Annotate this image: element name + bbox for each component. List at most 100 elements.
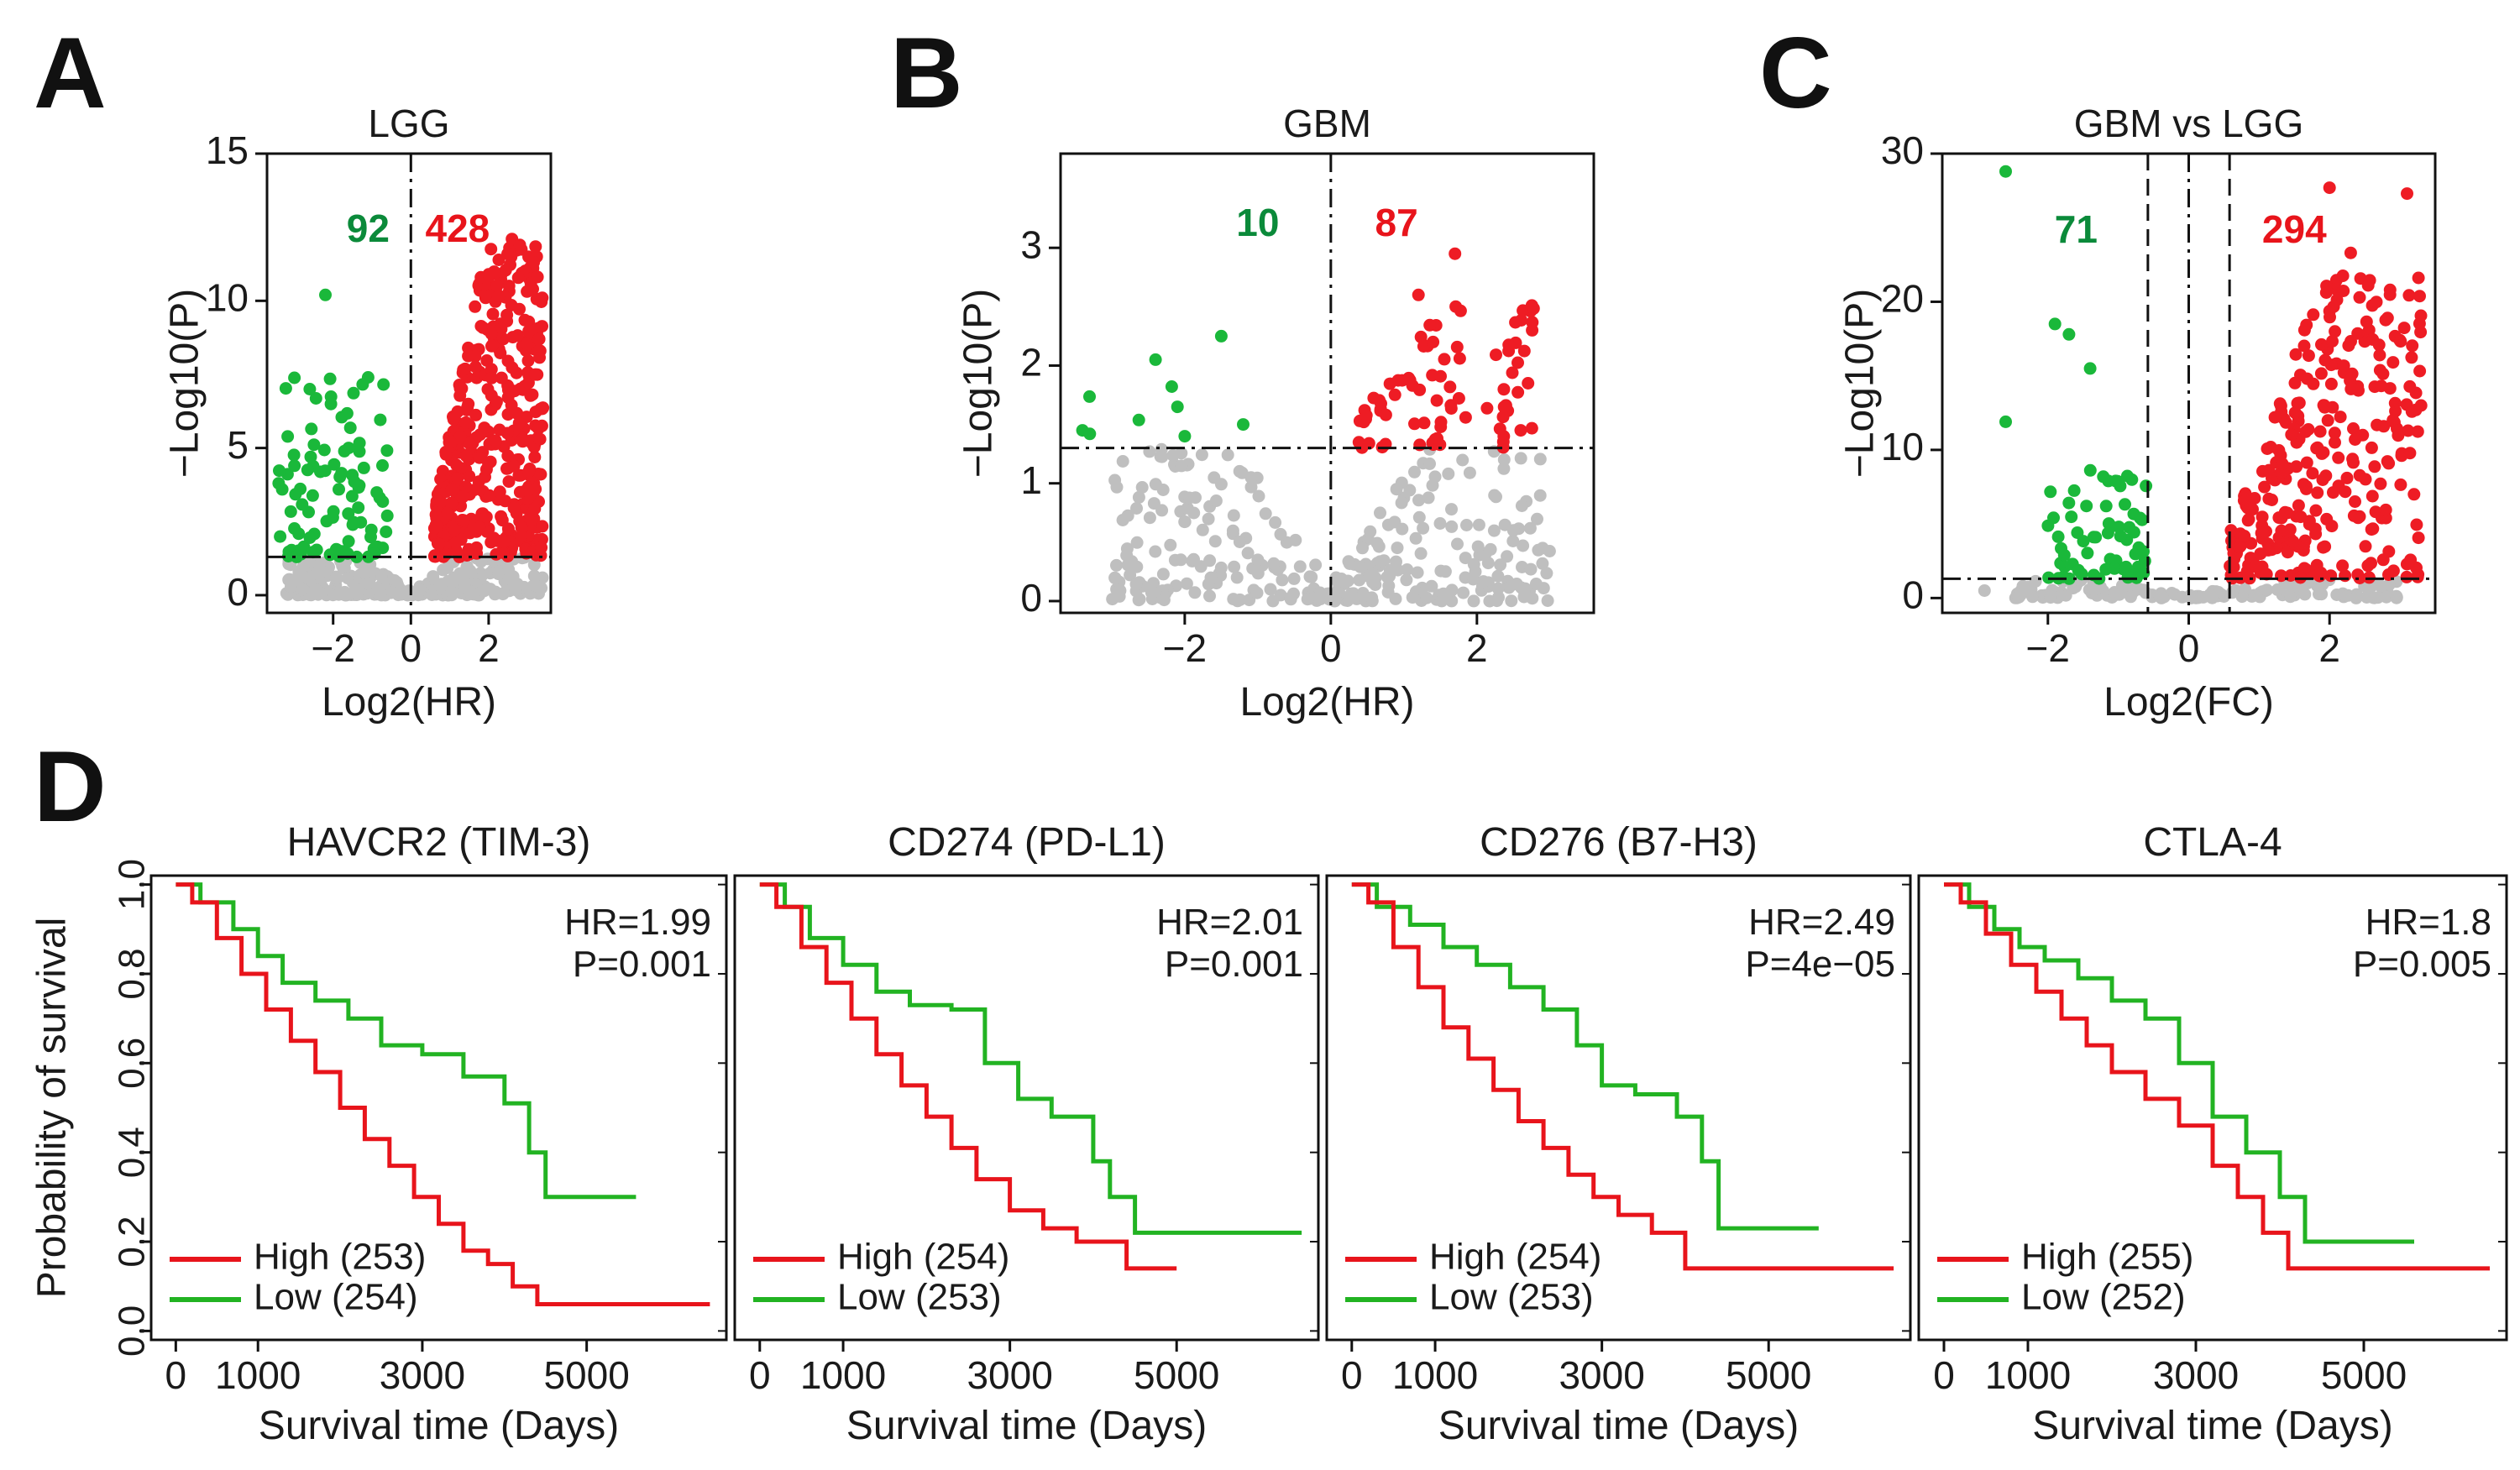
ns-point xyxy=(502,563,516,576)
up-point xyxy=(526,388,539,401)
up-point xyxy=(459,449,473,463)
up-point xyxy=(428,549,442,562)
ns-point xyxy=(1274,589,1287,602)
up-point xyxy=(2292,499,2305,512)
up-point xyxy=(2317,446,2330,459)
up-point xyxy=(501,247,514,260)
ns-point xyxy=(1244,471,1258,484)
up-point xyxy=(1360,409,1373,422)
up-point xyxy=(2323,181,2336,195)
ns-point xyxy=(2203,588,2217,601)
ns-point xyxy=(1331,575,1344,589)
up-point xyxy=(2314,367,2328,380)
up-point xyxy=(512,416,526,430)
up-point xyxy=(2359,540,2372,553)
p-value-text: P=0.001 xyxy=(1165,944,1303,985)
up-point xyxy=(1444,402,1458,415)
up-point xyxy=(2403,379,2417,393)
down-point xyxy=(361,371,375,384)
down-point xyxy=(2067,484,2081,497)
up-point xyxy=(2288,406,2302,420)
up-point xyxy=(532,422,545,435)
up-point xyxy=(1511,356,1524,369)
ns-point xyxy=(1469,565,1482,578)
ns-point xyxy=(1409,531,1422,545)
up-point xyxy=(1511,385,1525,399)
ns-point xyxy=(1411,566,1424,579)
y-tick-label: 0 xyxy=(227,570,249,614)
hr-text: HR=1.8 xyxy=(2365,902,2491,943)
up-point xyxy=(492,289,506,302)
up-point xyxy=(453,389,467,402)
plot-frame xyxy=(733,874,1320,1342)
ns-point xyxy=(1425,579,1438,593)
ns-point xyxy=(1501,550,1514,563)
x-tick-label: 3000 xyxy=(1559,1353,1644,1397)
x-axis-label: Survival time (Days) xyxy=(2032,1404,2392,1448)
ns-point xyxy=(1250,586,1264,599)
ns-point xyxy=(2390,591,2403,604)
up-point xyxy=(2411,570,2424,583)
up-point xyxy=(2379,503,2392,516)
ns-point xyxy=(1195,448,1208,462)
x-tick-label: 0 xyxy=(1933,1353,1955,1397)
up-point xyxy=(533,432,547,446)
ns-point xyxy=(1214,561,1228,574)
ns-point xyxy=(1175,459,1188,473)
down-count: 92 xyxy=(347,207,390,250)
ns-point xyxy=(1533,489,1547,502)
up-point xyxy=(2349,433,2362,446)
up-point xyxy=(2365,441,2378,454)
y-tick-label: 20 xyxy=(1881,277,1924,321)
ns-point xyxy=(2330,589,2344,601)
down-point xyxy=(296,498,309,511)
ns-point xyxy=(358,566,371,579)
ns-point xyxy=(351,587,364,600)
down-point xyxy=(2047,511,2060,525)
up-point xyxy=(1383,377,1396,390)
ns-point xyxy=(1457,586,1470,599)
up-point xyxy=(448,536,462,550)
up-point xyxy=(469,300,482,313)
ns-point xyxy=(310,583,323,597)
ns-point xyxy=(1406,591,1419,604)
ns-point xyxy=(1106,593,1119,606)
up-point xyxy=(1480,401,1494,415)
ns-point xyxy=(1401,563,1414,576)
up-point xyxy=(2307,377,2320,390)
ns-point xyxy=(2044,588,2057,601)
x-tick-label: 0 xyxy=(749,1353,771,1397)
down-point xyxy=(288,459,301,473)
ns-point xyxy=(444,585,458,599)
up-point xyxy=(2278,505,2292,519)
up-point xyxy=(463,547,475,561)
ns-point xyxy=(1244,480,1258,494)
down-point xyxy=(347,386,360,400)
down-point xyxy=(287,448,301,462)
ns-point xyxy=(1978,584,1991,597)
up-point xyxy=(2318,540,2332,553)
ns-point xyxy=(441,562,454,574)
down-point xyxy=(1083,427,1097,441)
x-tick-label: 2 xyxy=(1466,626,1488,670)
x-tick-label: 1000 xyxy=(1985,1353,2071,1397)
legend-label-low: Low (253) xyxy=(1429,1277,1594,1318)
up-point xyxy=(2289,348,2303,361)
x-tick-label: 3000 xyxy=(380,1353,465,1397)
up-point xyxy=(1459,411,1472,424)
up-point xyxy=(1430,394,1443,407)
up-point xyxy=(536,291,549,305)
ns-point xyxy=(296,570,310,583)
up-point xyxy=(505,399,518,411)
ns-point xyxy=(464,587,478,600)
up-point xyxy=(2241,514,2255,527)
ns-point xyxy=(1438,565,1452,578)
ns-point xyxy=(427,570,440,583)
ns-point xyxy=(332,588,345,601)
y-tick-label: 0.0 xyxy=(112,1305,153,1357)
up-point xyxy=(1408,417,1421,431)
up-point xyxy=(532,332,546,346)
down-point xyxy=(342,535,355,548)
up-point xyxy=(527,282,539,296)
